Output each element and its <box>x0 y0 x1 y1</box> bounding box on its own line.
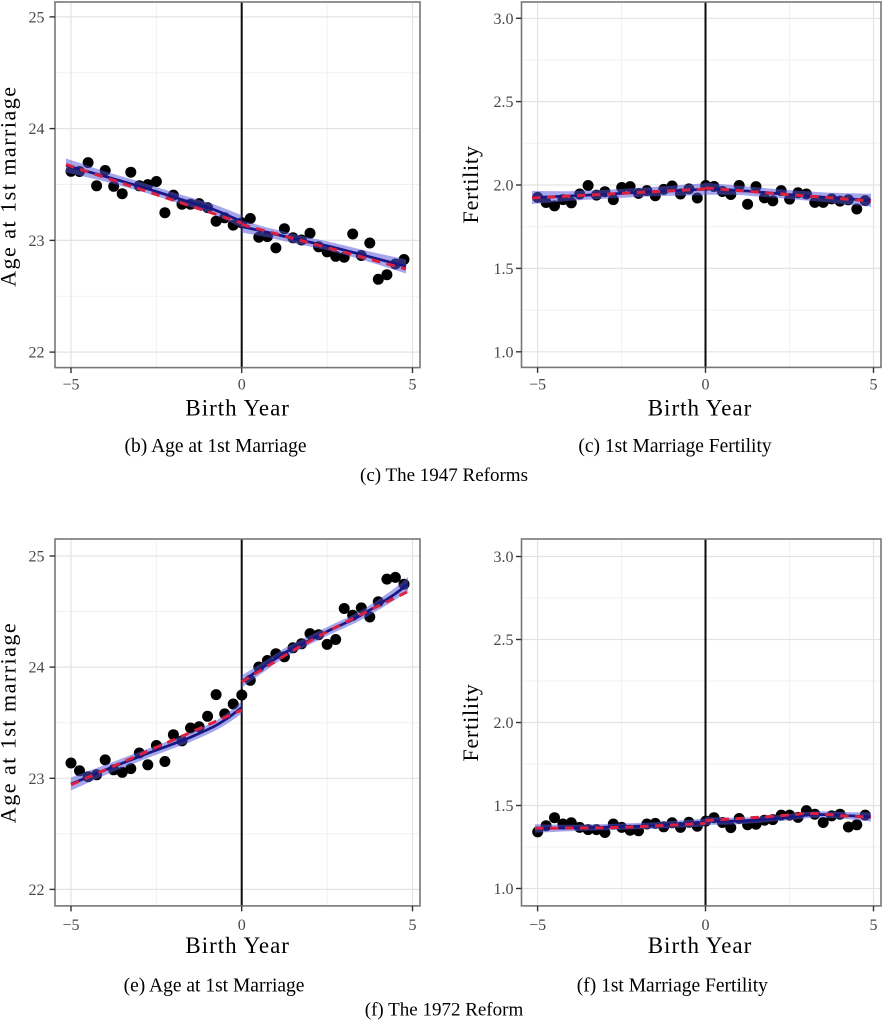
svg-text:22: 22 <box>29 882 45 899</box>
svg-text:−5: −5 <box>529 917 546 934</box>
svg-text:24: 24 <box>29 660 45 677</box>
svg-text:24: 24 <box>29 121 45 138</box>
svg-text:Age at 1st marriage: Age at 1st marriage <box>0 86 21 287</box>
svg-text:−5: −5 <box>62 917 79 934</box>
svg-text:3.0: 3.0 <box>494 11 514 28</box>
svg-text:2.5: 2.5 <box>494 632 514 649</box>
svg-text:25: 25 <box>29 9 45 26</box>
svg-text:1.5: 1.5 <box>494 261 514 278</box>
svg-text:−5: −5 <box>529 376 546 393</box>
svg-text:Birth Year: Birth Year <box>185 396 290 421</box>
svg-text:−5: −5 <box>62 376 79 393</box>
svg-text:(b) Age at 1st Marriage: (b) Age at 1st Marriage <box>125 436 307 457</box>
svg-text:0: 0 <box>702 376 710 393</box>
svg-text:23: 23 <box>29 233 45 250</box>
svg-text:Fertility: Fertility <box>458 683 483 761</box>
svg-text:(c) 1st Marriage Fertility: (c) 1st Marriage Fertility <box>578 436 772 457</box>
svg-text:23: 23 <box>29 771 45 788</box>
svg-text:0: 0 <box>702 917 710 934</box>
svg-text:0: 0 <box>238 917 246 934</box>
svg-text:Birth Year: Birth Year <box>185 933 290 958</box>
svg-text:Fertility: Fertility <box>458 145 483 223</box>
svg-text:(e) Age at 1st Marriage: (e) Age at 1st Marriage <box>124 976 305 997</box>
svg-text:(c) The 1947 Reforms: (c) The 1947 Reforms <box>360 465 528 486</box>
svg-text:3.0: 3.0 <box>494 549 514 566</box>
svg-text:2.0: 2.0 <box>494 178 514 195</box>
svg-text:Age at 1st marriage: Age at 1st marriage <box>0 622 21 823</box>
svg-text:(f) 1st Marriage Fertility: (f) 1st Marriage Fertility <box>577 976 768 997</box>
svg-text:5: 5 <box>870 917 878 934</box>
svg-text:22: 22 <box>29 345 45 362</box>
svg-text:1.5: 1.5 <box>494 798 514 815</box>
svg-text:Birth Year: Birth Year <box>648 933 753 958</box>
svg-text:1.0: 1.0 <box>494 881 514 898</box>
svg-text:5: 5 <box>409 917 417 934</box>
svg-text:1.0: 1.0 <box>494 344 514 361</box>
svg-text:0: 0 <box>238 376 246 393</box>
svg-text:Birth Year: Birth Year <box>648 396 753 421</box>
svg-text:5: 5 <box>409 376 417 393</box>
svg-text:2.5: 2.5 <box>494 94 514 111</box>
svg-text:2.0: 2.0 <box>494 715 514 732</box>
svg-text:5: 5 <box>870 376 878 393</box>
svg-text:(f) The 1972 Reform: (f) The 1972 Reform <box>365 1000 524 1021</box>
svg-text:25: 25 <box>29 549 45 566</box>
